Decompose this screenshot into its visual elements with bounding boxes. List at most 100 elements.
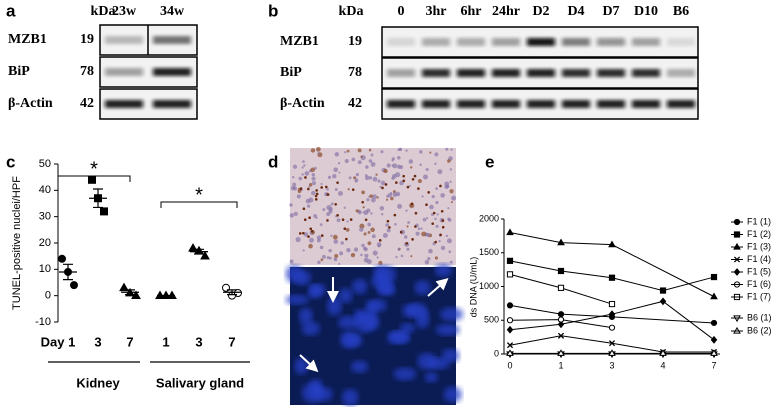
band (422, 100, 450, 108)
x-tick-label: 4 (660, 360, 665, 370)
apoptotic-cell (439, 184, 442, 188)
cell (362, 206, 365, 209)
cell (372, 176, 378, 182)
series-line (509, 304, 715, 324)
nucleus (428, 357, 450, 370)
legend-marker (733, 242, 741, 250)
cell (295, 236, 301, 243)
nucleus (435, 324, 460, 336)
cell (437, 169, 443, 175)
cell (346, 149, 350, 153)
cell (359, 223, 365, 229)
cell (317, 260, 321, 265)
cell (417, 227, 421, 231)
nucleus (339, 287, 353, 303)
legend-label: B6 (2) (747, 325, 772, 335)
cell (408, 184, 411, 187)
data-point (119, 282, 129, 292)
cell (380, 150, 384, 154)
band (527, 100, 555, 108)
band (457, 100, 485, 108)
x-tick-label: Day 1 (41, 334, 76, 349)
cell (405, 209, 408, 212)
cell (424, 259, 430, 265)
legend-label: F1 (7) (747, 291, 771, 301)
cell (398, 147, 402, 152)
cell (379, 206, 385, 211)
cell (370, 197, 376, 203)
data-point (234, 289, 242, 298)
cell (449, 180, 452, 184)
lane-label: D7 (602, 4, 619, 19)
nucleus (338, 315, 358, 329)
cell (434, 152, 439, 157)
y-axis-label: TUNEL-positive nuclei/HPF (11, 176, 23, 310)
cell (337, 162, 341, 165)
cell (357, 148, 362, 153)
band (492, 38, 520, 46)
apoptotic-cell (336, 213, 339, 217)
cell (355, 209, 359, 213)
cell (346, 220, 349, 223)
cell (426, 217, 429, 220)
arrow (299, 354, 319, 373)
band (562, 38, 590, 46)
nucleus (441, 348, 460, 363)
cell (319, 245, 324, 250)
data-point (506, 342, 514, 349)
row-label: MZB1 (8, 32, 47, 47)
apoptotic-cell (440, 209, 444, 213)
y-tick-label: 1000 (479, 281, 499, 291)
data-point (659, 297, 667, 306)
cell (310, 167, 315, 173)
data-point (506, 349, 514, 356)
cell (372, 194, 377, 199)
cell (397, 156, 401, 160)
cell (397, 203, 403, 209)
apoptotic-cell (427, 191, 430, 194)
apoptotic-cell (310, 229, 314, 233)
data-point (506, 271, 514, 278)
cell (372, 250, 378, 256)
cell (317, 152, 320, 155)
cell (369, 194, 373, 198)
y-tick-label: 2000 (479, 213, 499, 223)
cell (444, 184, 449, 190)
kda-header: kDa (339, 4, 364, 19)
legend-label: F1 (5) (747, 266, 771, 276)
cell (376, 196, 379, 199)
cell (427, 257, 431, 261)
band (153, 36, 191, 44)
cell (389, 192, 393, 195)
lane-label: 24hr (492, 4, 520, 19)
cell (434, 162, 437, 166)
cell (344, 151, 347, 154)
apoptotic-cell (395, 181, 398, 184)
cell (298, 176, 303, 181)
y-tick-label: 500 (484, 315, 499, 325)
data-point (659, 287, 667, 294)
band (105, 68, 143, 76)
cell (392, 163, 398, 169)
data-point (608, 274, 616, 281)
cell (333, 239, 339, 244)
cell (362, 211, 365, 214)
y-axis-label: ds DNA (U/mL) (468, 257, 478, 318)
data-point (710, 273, 718, 281)
data-point (557, 349, 565, 356)
band (632, 69, 660, 77)
band (105, 100, 143, 108)
cell (305, 198, 311, 204)
cell (308, 243, 313, 249)
apoptotic-cell (298, 232, 302, 235)
cell (438, 239, 441, 243)
apoptotic-cell (381, 186, 384, 190)
cell (292, 176, 295, 179)
cell (308, 183, 313, 187)
cell (391, 164, 394, 167)
data-point (58, 254, 66, 263)
kda-value: 42 (80, 96, 94, 111)
cell (289, 203, 293, 207)
cell (350, 252, 356, 258)
cell (364, 174, 368, 177)
